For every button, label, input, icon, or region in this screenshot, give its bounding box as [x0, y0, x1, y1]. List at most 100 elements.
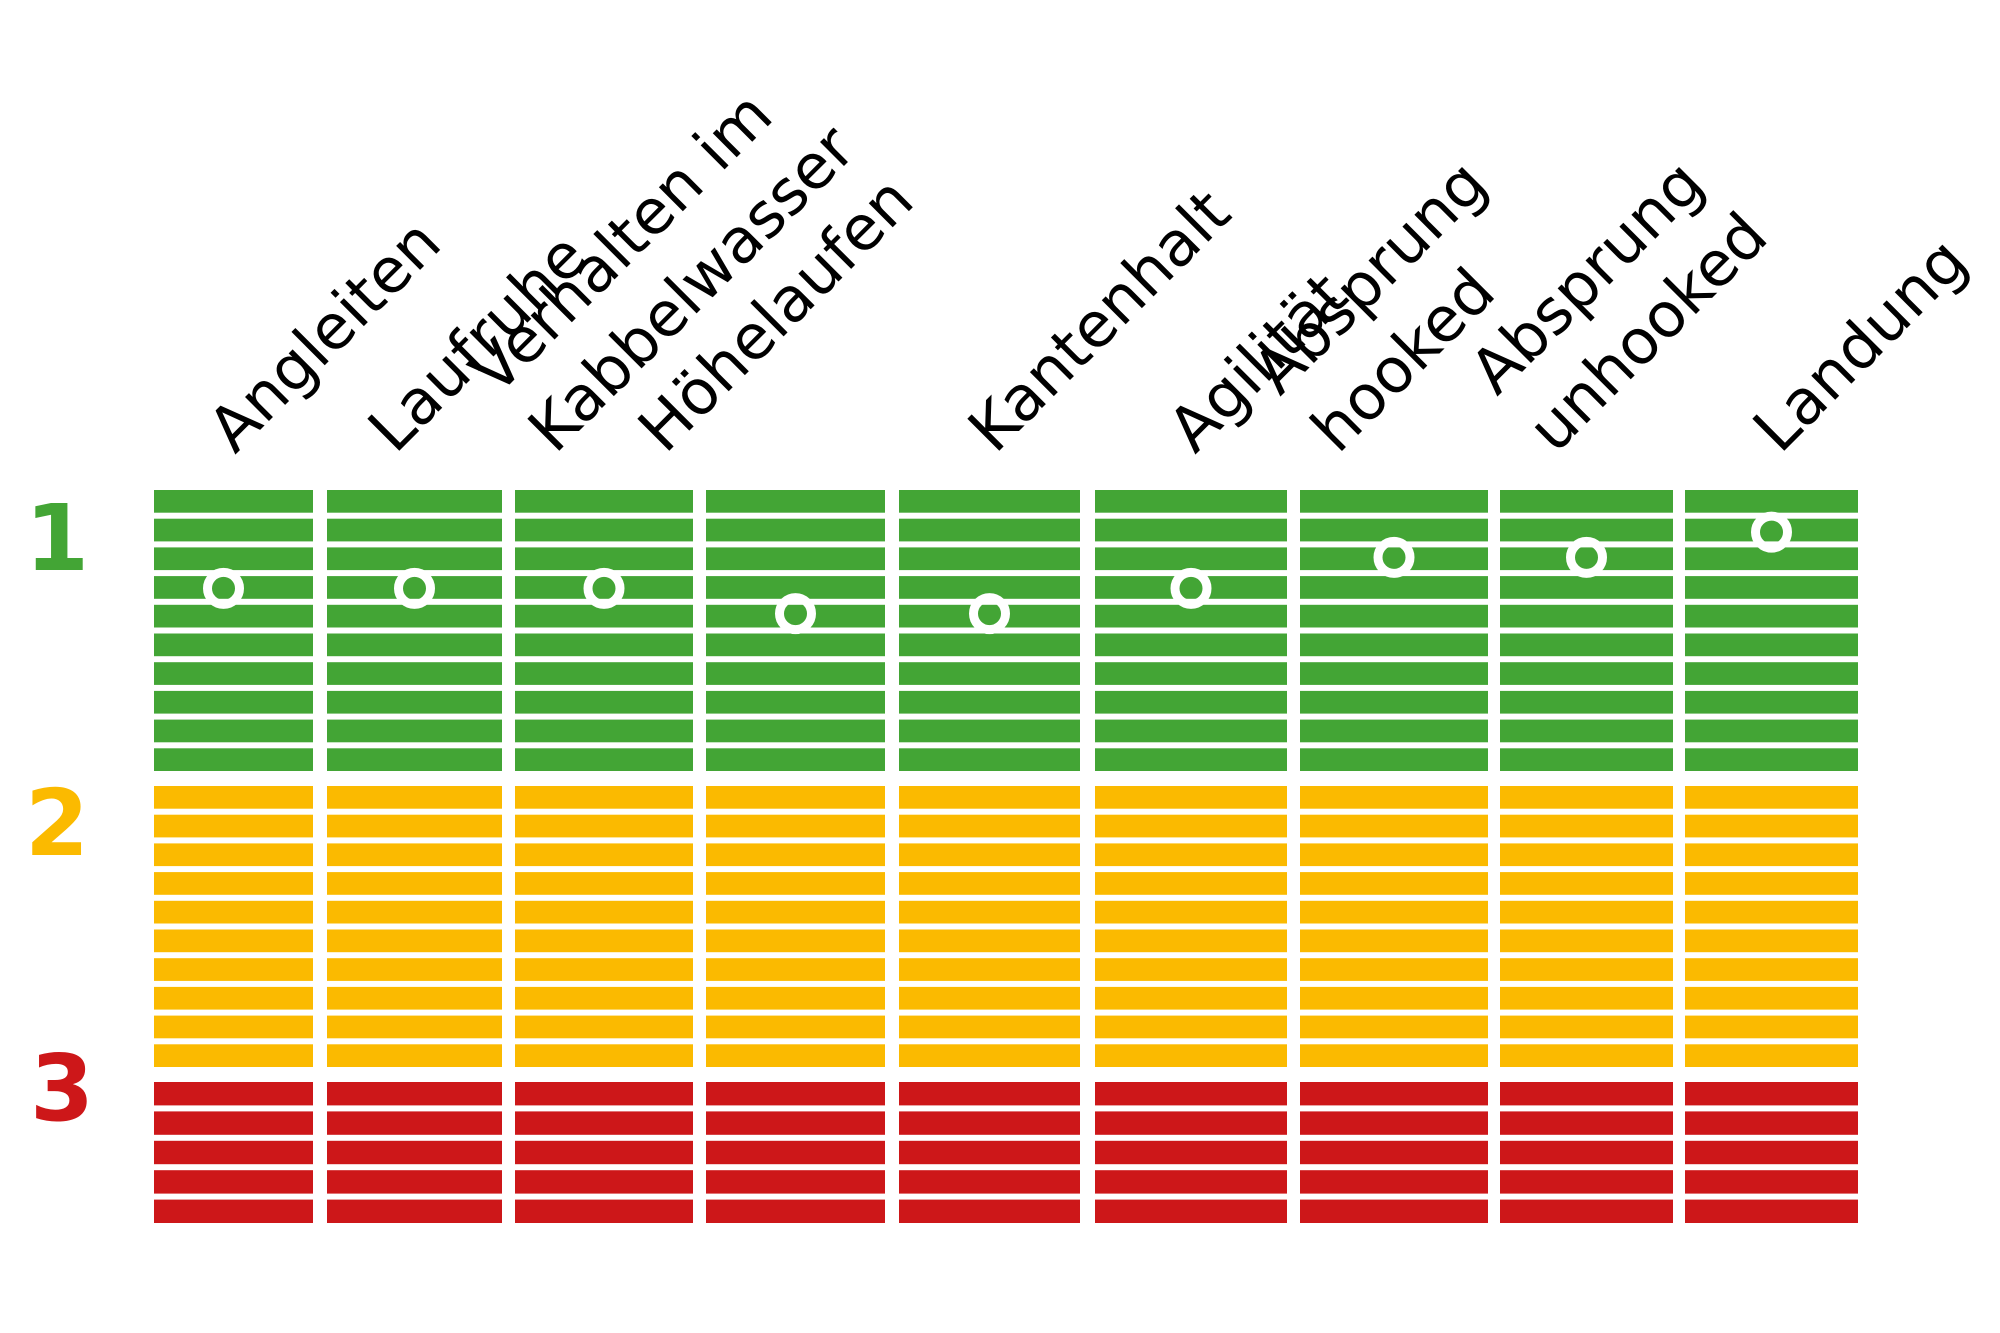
grid-stripe	[706, 490, 885, 513]
grid-stripe	[1095, 1111, 1287, 1135]
grid-stripe	[515, 900, 693, 924]
grid-stripe	[899, 604, 1080, 628]
grid-stripe	[1500, 1199, 1673, 1223]
grid-stripe	[1500, 690, 1673, 714]
column-label: Landung	[1739, 224, 1981, 466]
grid-stripe	[154, 748, 313, 771]
grid-stripe	[899, 986, 1080, 1010]
grid-stripe	[1095, 786, 1287, 809]
grid-stripe	[154, 518, 313, 542]
grid-stripe	[899, 872, 1080, 895]
grid-stripe	[1300, 1044, 1488, 1067]
grid-stripe	[327, 633, 502, 657]
zone-label: 3	[30, 1035, 94, 1142]
grid-stripe	[706, 786, 885, 809]
grid-stripe	[154, 604, 313, 628]
grid-stripe	[1095, 872, 1287, 895]
grid-stripe	[1685, 518, 1858, 542]
grid-stripe	[327, 662, 502, 685]
grid-stripe	[899, 1082, 1080, 1106]
grid-stripe	[154, 900, 313, 924]
grid-stripe	[899, 1111, 1080, 1135]
grid-stripe	[706, 748, 885, 771]
grid-stripe	[1095, 1140, 1287, 1165]
grid-stripe	[1685, 748, 1858, 771]
grid-stripe	[1685, 900, 1858, 924]
grid-stripe	[154, 719, 313, 743]
grid-stripe	[706, 814, 885, 838]
grid-stripe	[899, 490, 1080, 513]
grid-stripe	[706, 843, 885, 867]
grid-stripe	[154, 490, 313, 513]
grid-stripe	[515, 1111, 693, 1135]
grid-stripe	[154, 1140, 313, 1165]
grid-stripe	[706, 1170, 885, 1194]
grid-stripe	[1300, 1111, 1488, 1135]
grid-stripe	[154, 929, 313, 953]
grid-stripe	[899, 547, 1080, 571]
grid-stripe	[706, 1044, 885, 1067]
grid-stripe	[899, 1170, 1080, 1194]
grid-stripe	[1095, 633, 1287, 657]
grid-stripe	[1685, 662, 1858, 685]
grid-stripe	[1300, 1140, 1488, 1165]
grid-stripe	[1500, 748, 1673, 771]
grid-stripe	[327, 604, 502, 628]
grid-stripe	[1500, 576, 1673, 599]
grid-stripe	[1095, 547, 1287, 571]
grid-stripe	[1500, 547, 1673, 571]
grid-stripe	[1095, 748, 1287, 771]
grid-stripe	[327, 1015, 502, 1039]
grid-stripe	[706, 986, 885, 1010]
grid-stripe	[327, 1044, 502, 1067]
grid-stripe	[515, 843, 693, 867]
grid-stripe	[515, 786, 693, 809]
grid-stripe	[1300, 929, 1488, 953]
grid-stripe	[706, 604, 885, 628]
grid-stripe	[154, 1082, 313, 1106]
grid-stripe	[154, 814, 313, 838]
grid-stripe	[706, 1015, 885, 1039]
grid-stripe	[1095, 1015, 1287, 1039]
grid-stripe	[1685, 547, 1858, 571]
grid-stripe	[1095, 690, 1287, 714]
grid-stripe	[1685, 929, 1858, 953]
grid-stripe	[154, 872, 313, 895]
grid-stripe	[1095, 843, 1287, 867]
grid-stripe	[1500, 633, 1673, 657]
grid-stripe	[327, 690, 502, 714]
grid-stripe	[1500, 1044, 1673, 1067]
grid-stripe	[515, 690, 693, 714]
grid-stripe	[1500, 719, 1673, 743]
grid-stripe	[515, 1199, 693, 1223]
grid-stripe	[327, 576, 502, 599]
grid-stripe	[1500, 662, 1673, 685]
grid-stripe	[515, 929, 693, 953]
grid-stripe	[1500, 1111, 1673, 1135]
grid-stripe	[515, 748, 693, 771]
grid-stripe	[1500, 518, 1673, 542]
grid-stripe	[327, 719, 502, 743]
grid-stripe	[515, 1170, 693, 1194]
grid-stripe	[515, 518, 693, 542]
rating-marker	[203, 567, 244, 609]
grid-stripe	[327, 1199, 502, 1223]
grid-stripe	[1685, 719, 1858, 743]
grid-stripe	[899, 1044, 1080, 1067]
grid-stripe	[1300, 719, 1488, 743]
grid-stripe	[899, 1140, 1080, 1165]
rating-marker	[583, 567, 625, 609]
grid-stripe	[706, 518, 885, 542]
grid-stripe	[1685, 690, 1858, 714]
grid-stripe	[1095, 719, 1287, 743]
grid-stripe	[1685, 986, 1858, 1010]
grid-stripe	[327, 1082, 502, 1106]
grid-stripe	[899, 929, 1080, 953]
grid-stripe	[515, 547, 693, 571]
grid-stripe	[706, 958, 885, 981]
grid-stripe	[515, 604, 693, 628]
grid-stripe	[515, 1015, 693, 1039]
rating-grid	[154, 490, 1858, 1223]
grid-stripe	[154, 843, 313, 867]
grid-stripe	[1300, 1170, 1488, 1194]
